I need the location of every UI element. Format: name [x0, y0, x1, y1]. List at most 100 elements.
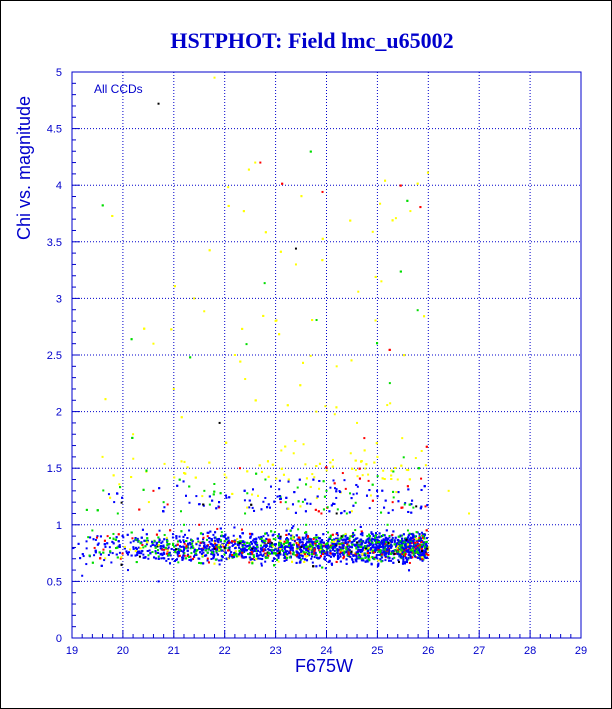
data-point	[396, 542, 399, 545]
data-point	[272, 545, 275, 548]
data-point	[213, 562, 216, 565]
data-point	[367, 558, 370, 561]
data-point	[138, 550, 141, 553]
data-point	[267, 540, 270, 543]
data-point	[132, 547, 135, 550]
data-point	[210, 539, 213, 542]
data-point	[404, 561, 407, 564]
data-point	[326, 543, 329, 546]
data-point	[298, 557, 301, 560]
data-point	[392, 530, 395, 533]
data-point	[226, 544, 229, 547]
data-point	[299, 384, 302, 387]
data-point	[407, 542, 410, 545]
data-point	[255, 547, 258, 550]
data-point	[278, 544, 281, 547]
data-point	[411, 537, 414, 540]
data-point	[373, 556, 376, 559]
data-point	[214, 542, 217, 545]
data-point	[358, 477, 361, 480]
data-point	[211, 552, 214, 555]
data-point	[242, 549, 245, 552]
data-point	[327, 538, 330, 541]
data-point	[336, 534, 339, 537]
data-point	[205, 554, 208, 557]
data-point	[336, 552, 339, 555]
data-point	[350, 557, 353, 560]
data-point	[418, 552, 421, 555]
data-point	[351, 558, 354, 561]
data-point	[313, 476, 316, 479]
data-point	[184, 547, 187, 550]
data-point	[285, 541, 288, 544]
data-point	[317, 510, 320, 513]
data-point	[398, 554, 401, 557]
data-point	[157, 102, 160, 105]
data-point	[283, 559, 286, 562]
data-point	[300, 550, 303, 553]
data-point	[268, 506, 271, 509]
data-point	[295, 534, 298, 537]
data-point	[142, 556, 145, 559]
data-point	[177, 547, 180, 550]
data-point	[220, 559, 223, 562]
data-point	[376, 342, 379, 345]
data-point	[328, 554, 331, 557]
data-point	[329, 544, 332, 547]
data-point	[341, 547, 344, 550]
data-point	[424, 551, 427, 554]
data-point	[386, 543, 389, 546]
data-point	[171, 536, 174, 539]
data-point	[112, 474, 115, 477]
data-point	[121, 496, 124, 499]
data-point	[329, 536, 332, 539]
data-point	[385, 543, 388, 546]
data-point	[362, 546, 365, 549]
data-point	[283, 556, 286, 559]
data-point	[407, 553, 410, 556]
data-point	[180, 460, 183, 463]
data-point	[412, 545, 415, 548]
data-point	[345, 512, 348, 515]
x-tick-label: 20	[117, 645, 129, 657]
data-point	[367, 555, 370, 558]
data-point	[314, 554, 317, 557]
data-point	[79, 557, 82, 560]
data-point	[294, 247, 297, 250]
data-point	[266, 556, 269, 559]
data-point	[372, 551, 375, 554]
data-point	[408, 547, 411, 550]
data-point	[305, 533, 308, 536]
data-point	[193, 548, 196, 551]
data-point	[183, 533, 186, 536]
data-point	[392, 470, 395, 473]
data-point	[310, 538, 313, 541]
data-point	[325, 469, 328, 472]
data-point	[376, 557, 379, 560]
data-point	[406, 199, 409, 202]
data-point	[347, 553, 350, 556]
data-point	[250, 542, 253, 545]
data-point	[321, 566, 324, 569]
data-point	[275, 319, 278, 322]
data-point	[399, 544, 402, 547]
data-point	[371, 483, 374, 486]
data-point	[263, 548, 266, 551]
data-point	[289, 529, 292, 532]
data-point	[380, 280, 383, 283]
data-point	[103, 559, 106, 562]
data-point	[225, 543, 228, 546]
data-point	[409, 556, 412, 559]
data-point	[102, 551, 105, 554]
data-point	[350, 510, 353, 513]
data-point	[322, 533, 325, 536]
data-point	[322, 549, 325, 552]
data-point	[307, 535, 310, 538]
data-point	[340, 535, 343, 538]
data-point	[331, 465, 334, 468]
data-point	[392, 496, 395, 499]
data-point	[216, 545, 219, 548]
data-point	[123, 545, 126, 548]
data-point	[297, 556, 300, 559]
data-point	[385, 540, 388, 543]
